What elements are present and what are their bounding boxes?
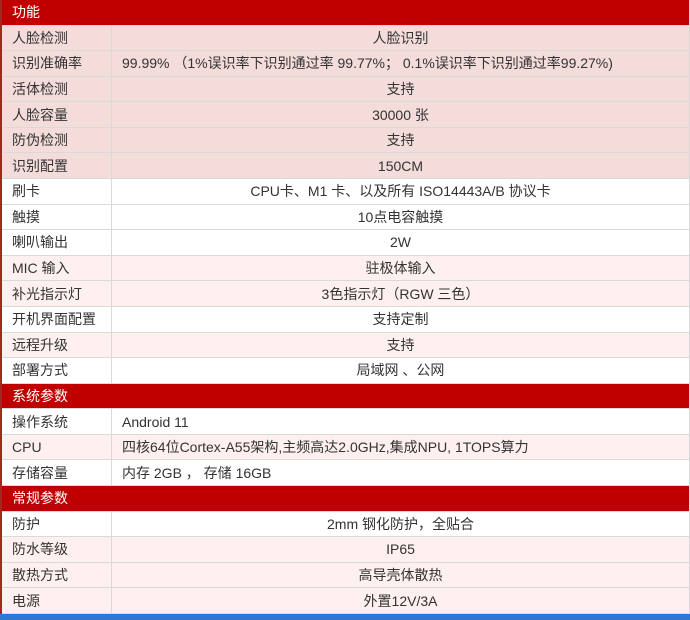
section-header-label: 常规参数 xyxy=(12,490,68,507)
row-value: 99.99% （1%误识率下识别通过率 99.77%； 0.1%误识率下识别通过… xyxy=(122,55,613,72)
row-label: 防水等级 xyxy=(2,537,112,562)
row-label: 补光指示灯 xyxy=(2,281,112,306)
bottom-accent-bar xyxy=(0,614,690,620)
section-header: 功能 xyxy=(2,0,689,26)
row-label: 防护 xyxy=(2,511,112,537)
section-header-label: 功能 xyxy=(12,4,40,21)
row-value: 局域网 、公网 xyxy=(356,362,445,379)
row-value: 驻极体输入 xyxy=(365,260,436,277)
row-label: 部署方式 xyxy=(2,358,112,383)
row-value: 支持 xyxy=(386,132,415,149)
table-row: 电源 外置12V/3A xyxy=(2,588,689,614)
row-label: 刷卡 xyxy=(2,179,112,204)
row-label: 人脸检测 xyxy=(2,25,112,51)
table-row: 人脸容量 30000 张 xyxy=(2,102,689,128)
table-row: 防水等级 IP65 xyxy=(2,537,689,563)
table-row: 防护 2mm 钢化防护，全贴合 xyxy=(2,511,689,538)
row-value: 人脸识别 xyxy=(372,29,429,46)
row-value: 2W xyxy=(390,234,411,251)
section-header: 常规参数 xyxy=(2,485,689,512)
row-label: MIC 输入 xyxy=(2,255,112,281)
row-label: 触摸 xyxy=(2,204,112,230)
row-label: 喇叭输出 xyxy=(2,230,112,255)
table-row: 识别准确率 99.99% （1%误识率下识别通过率 99.77%； 0.1%误识率… xyxy=(2,51,689,77)
row-value: 150CM xyxy=(377,157,424,174)
row-value: 支持 xyxy=(386,81,415,98)
row-value: 外置12V/3A xyxy=(363,592,438,609)
row-value: 支持定制 xyxy=(372,311,429,328)
table-row: 人脸检测 人脸识别 xyxy=(2,25,689,52)
row-label: 活体检测 xyxy=(2,76,112,102)
row-value: 内存 2GB ， 存储 16GB xyxy=(122,464,272,481)
section-header: 系统参数 xyxy=(2,383,689,410)
row-value: 2mm 钢化防护，全贴合 xyxy=(327,515,474,532)
row-label: 人脸容量 xyxy=(2,102,112,127)
table-row: 存储容量 内存 2GB ， 存储 16GB xyxy=(2,460,689,486)
table-row: 远程升级 支持 xyxy=(2,332,689,359)
row-label: 开机界面配置 xyxy=(2,306,112,332)
table-row: 散热方式 高导壳体散热 xyxy=(2,562,689,589)
table-row: 识别配置 150CM xyxy=(2,153,689,180)
table-row: 活体检测 支持 xyxy=(2,76,689,103)
table-row: 操作系统 Android 11 xyxy=(2,409,689,435)
row-value: IP65 xyxy=(386,541,415,558)
table-row: CPU 四核64位Cortex-A55架构,主频高达2.0GHz,集成NPU, 1… xyxy=(2,434,689,461)
table-row: 防伪检测 支持 xyxy=(2,127,689,154)
table-row: 开机界面配置 支持定制 xyxy=(2,306,689,333)
table-row: MIC 输入 驻极体输入 xyxy=(2,255,689,282)
table-row: 部署方式 局域网 、公网 xyxy=(2,358,689,384)
row-value: 10点电容触摸 xyxy=(357,208,444,225)
row-value: 30000 张 xyxy=(372,106,429,123)
row-value: 3色指示灯（RGW 三色） xyxy=(321,285,480,302)
table-row: 喇叭输出 2W xyxy=(2,230,689,256)
row-label: 电源 xyxy=(2,588,112,613)
table-row: 补光指示灯 3色指示灯（RGW 三色） xyxy=(2,281,689,307)
row-label: 存储容量 xyxy=(2,460,112,485)
row-value: 高导壳体散热 xyxy=(358,567,443,583)
row-value: 四核64位Cortex-A55架构,主频高达2.0GHz,集成NPU, 1TOP… xyxy=(122,439,529,456)
section-header-label: 系统参数 xyxy=(12,387,68,404)
table-row: 刷卡 CPU卡、M1 卡、以及所有 ISO14443A/B 协议卡 xyxy=(2,179,689,205)
row-value: 支持 xyxy=(386,336,415,353)
row-value: CPU卡、M1 卡、以及所有 ISO14443A/B 协议卡 xyxy=(250,183,551,200)
row-label: 防伪检测 xyxy=(2,127,112,153)
row-label: 识别准确率 xyxy=(2,51,112,76)
table-row: 触摸 10点电容触摸 xyxy=(2,204,689,231)
row-label: 远程升级 xyxy=(2,332,112,358)
row-label: CPU xyxy=(2,434,112,460)
row-label: 识别配置 xyxy=(2,153,112,179)
row-label: 操作系统 xyxy=(2,409,112,434)
row-value: Android 11 xyxy=(122,413,189,430)
row-label: 散热方式 xyxy=(2,562,112,588)
